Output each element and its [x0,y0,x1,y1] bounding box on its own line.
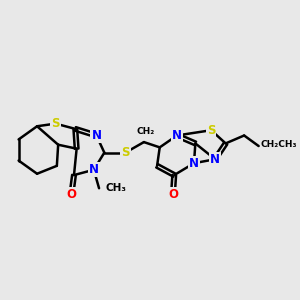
Text: N: N [89,163,99,176]
Text: O: O [168,188,178,201]
Text: CH₃: CH₃ [106,183,127,193]
Text: CH₂CH₃: CH₂CH₃ [261,140,297,149]
Text: O: O [66,188,76,201]
Text: N: N [172,129,182,142]
Text: CH₂: CH₂ [136,127,154,136]
Text: S: S [51,117,60,130]
Text: N: N [92,129,101,142]
Text: N: N [189,157,199,170]
Text: S: S [121,146,130,159]
Text: S: S [207,124,215,137]
Text: N: N [210,153,220,166]
